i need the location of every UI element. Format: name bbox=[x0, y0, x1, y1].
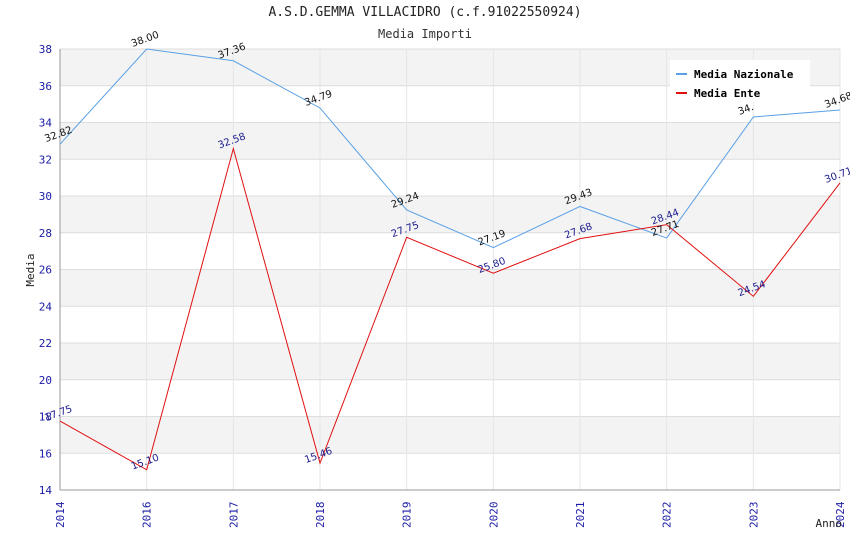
y-tick-label: 26 bbox=[39, 264, 52, 277]
y-tick-label: 22 bbox=[39, 337, 52, 350]
grid-band bbox=[60, 159, 840, 196]
grid-band bbox=[60, 122, 840, 160]
x-tick-label: 2023 bbox=[747, 502, 760, 529]
legend-label: Media Nazionale bbox=[694, 68, 794, 81]
y-tick-label: 24 bbox=[39, 300, 53, 313]
x-tick-label: 2016 bbox=[141, 502, 154, 529]
x-tick-label: 2024 bbox=[834, 501, 847, 528]
x-tick-label: 2022 bbox=[661, 502, 674, 529]
y-tick-label: 30 bbox=[39, 190, 52, 203]
grid-band bbox=[60, 343, 840, 380]
x-tick-label: 2014 bbox=[54, 501, 67, 528]
grid-band bbox=[60, 453, 840, 490]
x-tick-label: 2017 bbox=[227, 502, 240, 529]
y-tick-label: 38 bbox=[39, 43, 52, 56]
y-tick-label: 18 bbox=[39, 411, 52, 424]
data-label-media-nazionale: 34. bbox=[737, 102, 756, 118]
chart-subtitle: Media Importi bbox=[378, 27, 472, 41]
grid-band bbox=[60, 416, 840, 454]
legend-box bbox=[670, 60, 810, 102]
grid-band bbox=[60, 232, 840, 270]
series-line-media-nazionale bbox=[59, 48, 841, 249]
y-tick-label: 16 bbox=[39, 447, 52, 460]
y-axis-title: Media bbox=[24, 253, 37, 286]
grid-band bbox=[60, 269, 840, 307]
x-tick-label: 2021 bbox=[574, 502, 587, 529]
series-line-media-ente bbox=[59, 146, 841, 471]
y-tick-label: 28 bbox=[39, 227, 52, 240]
y-tick-label: 36 bbox=[39, 80, 52, 93]
chart-title: A.S.D.GEMMA VILLACIDRO (c.f.91022550924) bbox=[268, 5, 582, 20]
x-tick-label: 2018 bbox=[314, 502, 327, 529]
y-tick-label: 14 bbox=[39, 484, 53, 497]
grid-band bbox=[60, 379, 840, 417]
grid-band bbox=[60, 306, 840, 343]
y-tick-label: 34 bbox=[39, 117, 53, 130]
data-label-media-nazionale: 38.00 bbox=[130, 30, 161, 50]
legend-label: Media Ente bbox=[694, 87, 761, 100]
y-tick-label: 32 bbox=[39, 153, 52, 166]
y-tick-label: 20 bbox=[39, 374, 52, 387]
x-tick-label: 2020 bbox=[487, 501, 500, 528]
x-tick-label: 2019 bbox=[401, 502, 414, 529]
grid-band bbox=[60, 196, 840, 233]
x-axis-title: Anno bbox=[816, 517, 843, 530]
